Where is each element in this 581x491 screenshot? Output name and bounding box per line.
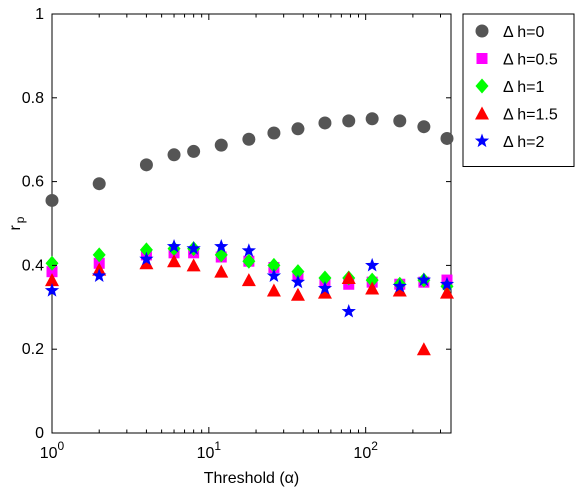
data-point	[417, 120, 431, 134]
data-point	[290, 287, 305, 301]
legend-marker	[475, 24, 489, 38]
x-axis-label: Threshold (α)	[204, 470, 300, 487]
data-point	[267, 257, 281, 273]
data-point	[241, 273, 256, 287]
data-point	[139, 256, 154, 270]
data-point	[186, 258, 201, 272]
data-point	[45, 193, 59, 207]
data-point	[139, 242, 153, 258]
data-point	[365, 257, 380, 272]
legend-entry: Δ h=1.5	[475, 106, 558, 124]
x-tick-label: 101	[197, 439, 222, 462]
data-point	[214, 239, 229, 253]
data-point	[167, 254, 182, 268]
data-point	[166, 239, 182, 253]
x-tick-label: 100	[40, 439, 65, 462]
y-tick-label: 0.8	[22, 90, 44, 107]
data-point	[342, 114, 356, 128]
series-4-star	[44, 239, 455, 318]
data-point	[266, 268, 282, 282]
data-point	[266, 283, 281, 297]
plot-area	[51, 13, 452, 434]
svg-text:rp: rp	[7, 216, 27, 230]
legend-marker	[475, 78, 489, 94]
data-point	[139, 251, 154, 266]
data-point	[392, 278, 407, 293]
legend-marker	[476, 53, 488, 64]
x-axis-ticks: 100 101 102	[40, 14, 442, 462]
data-point	[45, 273, 59, 287]
data-point	[186, 241, 201, 255]
series-0-circle	[45, 112, 454, 207]
data-point	[241, 243, 256, 257]
data-point	[187, 144, 201, 158]
data-point	[139, 158, 153, 172]
legend-entry: Δ h=0	[475, 24, 544, 41]
y-tick-label: 1	[35, 6, 44, 23]
data-markers	[44, 112, 455, 356]
legend-entry: Δ h=1	[475, 78, 544, 96]
y-axis-label-main: r	[7, 225, 24, 231]
data-point	[439, 276, 455, 291]
legend-marker	[474, 133, 490, 148]
data-point	[92, 247, 106, 263]
data-point	[440, 131, 454, 145]
y-axis-label-subscript: p	[13, 216, 27, 223]
legend-label: Δ h=1	[503, 79, 544, 96]
y-axis-label: rp	[7, 216, 27, 230]
data-point	[92, 268, 107, 282]
legend-label: Δ h=0.5	[503, 52, 558, 69]
data-point	[290, 274, 306, 289]
data-point	[291, 122, 305, 136]
y-tick-label: 0.4	[22, 257, 44, 274]
data-point	[45, 255, 59, 271]
data-point	[242, 253, 256, 269]
legend-label: Δ h=2	[503, 134, 544, 151]
legend-label: Δ h=1.5	[503, 107, 558, 124]
series-3-triangle	[45, 254, 454, 356]
legend-marker	[475, 106, 489, 120]
data-point	[416, 272, 431, 287]
data-point	[214, 138, 228, 152]
data-point	[267, 126, 281, 140]
data-point	[317, 285, 332, 299]
legend-entry: Δ h=2	[474, 133, 544, 151]
legend: Δ h=0 Δ h=0.5 Δ h=1 Δ h=1.5 Δ h=2	[462, 13, 575, 167]
data-point	[341, 303, 356, 318]
data-point	[365, 272, 379, 288]
legend-label: Δ h=0	[503, 24, 544, 41]
data-point	[291, 264, 305, 280]
data-point	[393, 114, 407, 128]
x-tick-label: 102	[353, 439, 378, 462]
data-point	[365, 112, 379, 126]
data-point	[341, 270, 356, 284]
data-point	[167, 148, 181, 162]
data-point	[46, 266, 58, 278]
data-point	[365, 281, 380, 295]
data-point	[416, 342, 431, 356]
legend-entry: Δ h=0.5	[476, 52, 558, 69]
data-point	[318, 270, 332, 286]
y-tick-label: 0.2	[22, 341, 44, 358]
y-tick-label: 0.6	[22, 174, 44, 191]
y-axis-ticks: 0 0.2 0.4 0.6 0.8 1	[22, 6, 451, 442]
data-point	[92, 177, 106, 191]
data-point	[44, 283, 60, 297]
data-point	[439, 285, 454, 299]
data-point	[242, 132, 256, 146]
data-point	[392, 283, 407, 297]
data-point	[317, 280, 333, 295]
y-tick-label: 0	[35, 425, 44, 442]
data-point	[318, 116, 332, 130]
data-point	[214, 264, 229, 278]
